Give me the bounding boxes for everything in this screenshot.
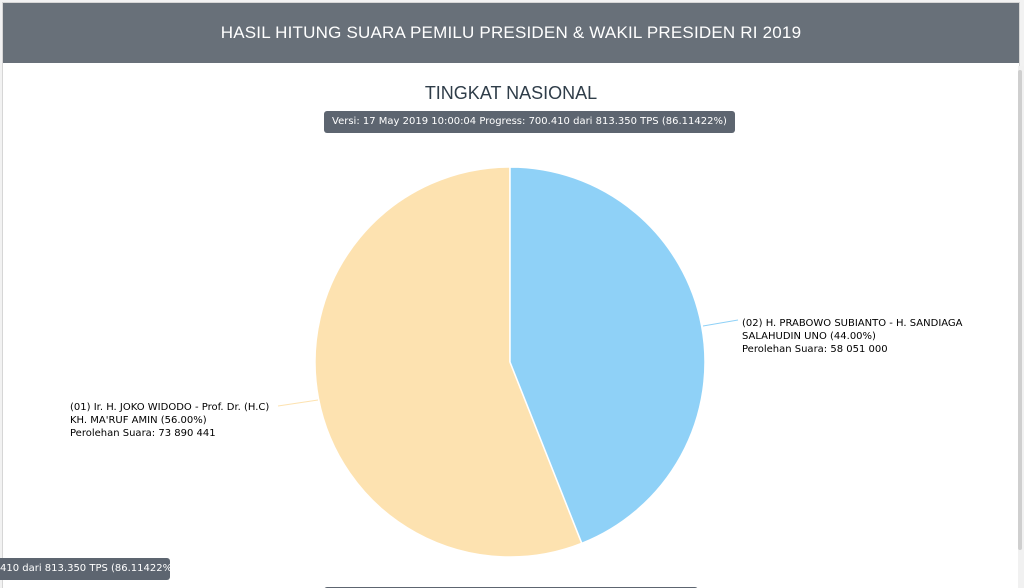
slice-label-01: (01) Ir. H. JOKO WIDODO - Prof. Dr. (H.C…	[70, 402, 269, 439]
slice-label-line: (01) Ir. H. JOKO WIDODO - Prof. Dr. (H.C…	[70, 402, 269, 413]
slice-label-line: Perolehan Suara: 58 051 000	[742, 344, 888, 355]
floating-progress-badge: 410 dari 813.350 TPS (86.11422%)	[0, 558, 170, 580]
label-connector-02	[702, 319, 739, 327]
slice-label-line: SALAHUDIN UNO (44.00%)	[742, 331, 876, 342]
scrollbar[interactable]	[1018, 66, 1024, 588]
page-header: HASIL HITUNG SUARA PEMILU PRESIDEN & WAK…	[3, 3, 1019, 63]
slice-label-line: Perolehan Suara: 73 890 441	[70, 428, 216, 439]
page-title: HASIL HITUNG SUARA PEMILU PRESIDEN & WAK…	[220, 23, 802, 42]
slice-label-line: (02) H. PRABOWO SUBIANTO - H. SANDIAGA	[742, 318, 963, 329]
label-connector-01	[277, 399, 319, 407]
slice-label-02: (02) H. PRABOWO SUBIANTO - H. SANDIAGA SA…	[742, 318, 963, 355]
version-progress-badge: Versi: 17 May 2019 10:00:04 Progress: 70…	[324, 111, 735, 133]
chart-title: TINGKAT NASIONAL	[424, 83, 598, 103]
pie-slice-01[interactable]	[314, 166, 583, 558]
pie-slice-02[interactable]	[509, 166, 706, 545]
slice-label-line: KH. MA'RUF AMIN (56.00%)	[70, 415, 207, 426]
scrollbar-thumb[interactable]	[1018, 70, 1022, 550]
